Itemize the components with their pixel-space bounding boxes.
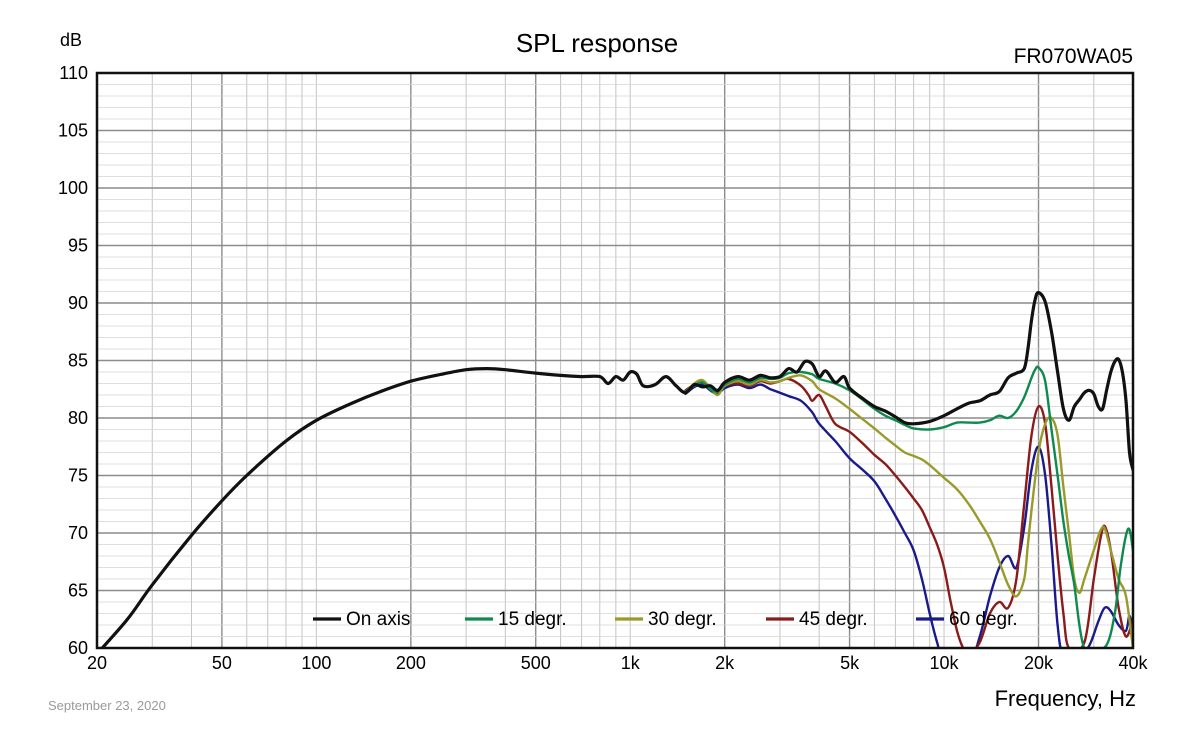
y-tick-label: 85 xyxy=(68,351,88,371)
x-tick-label: 40k xyxy=(1118,653,1148,673)
x-tick-label: 2k xyxy=(715,653,735,673)
legend-label: 60 degr. xyxy=(949,609,1018,630)
x-tick-label: 100 xyxy=(301,653,331,673)
legend-label: 15 degr. xyxy=(498,609,567,630)
y-tick-label: 110 xyxy=(59,63,88,83)
legend-label: 30 degr. xyxy=(648,609,717,630)
y-tick-label: 105 xyxy=(58,121,88,141)
legend-label: On axis xyxy=(346,609,410,630)
y-tick-label: 65 xyxy=(68,581,88,601)
x-tick-label: 10k xyxy=(930,653,960,673)
series-line-60-degr- xyxy=(684,383,1133,648)
x-tick-label: 200 xyxy=(396,653,426,673)
x-tick-labels: 20 50 100 200 500 1k 2k 5k 10k 20k 40k xyxy=(87,653,1149,673)
legend: On axis 15 degr. 30 degr. 45 degr. 60 degr. xyxy=(313,609,1018,630)
y-tick-label: 75 xyxy=(68,466,88,486)
x-tick-label: 50 xyxy=(212,653,232,673)
date-note: September 23, 2020 xyxy=(48,698,166,713)
grid-lines xyxy=(97,73,1133,648)
y-tick-label: 60 xyxy=(68,638,88,658)
series-lines xyxy=(100,291,1133,648)
series-line-on-axis xyxy=(100,291,1133,648)
plot-frame xyxy=(95,71,1135,650)
y-tick-labels: 60 65 70 75 80 85 90 95 100 105 110 xyxy=(58,63,88,658)
model-name: FR070WA05 xyxy=(1014,45,1133,68)
x-tick-label: 500 xyxy=(521,653,551,673)
y-tick-label: 80 xyxy=(68,408,88,428)
y-tick-label: 100 xyxy=(58,178,88,198)
x-tick-label: 1k xyxy=(621,653,641,673)
chart-title: SPL response xyxy=(516,28,678,58)
x-tick-label: 20 xyxy=(87,653,107,673)
y-axis-label: dB xyxy=(60,30,82,50)
legend-label: 45 degr. xyxy=(799,609,868,630)
x-axis-label: Frequency, Hz xyxy=(995,686,1136,711)
x-tick-label: 20k xyxy=(1024,653,1054,673)
series-line-30-degr- xyxy=(684,374,1133,648)
y-tick-label: 90 xyxy=(68,293,88,313)
y-tick-label: 70 xyxy=(68,523,88,543)
x-tick-label: 5k xyxy=(840,653,860,673)
series-line-15-degr- xyxy=(684,365,1133,648)
y-tick-label: 95 xyxy=(68,236,88,256)
